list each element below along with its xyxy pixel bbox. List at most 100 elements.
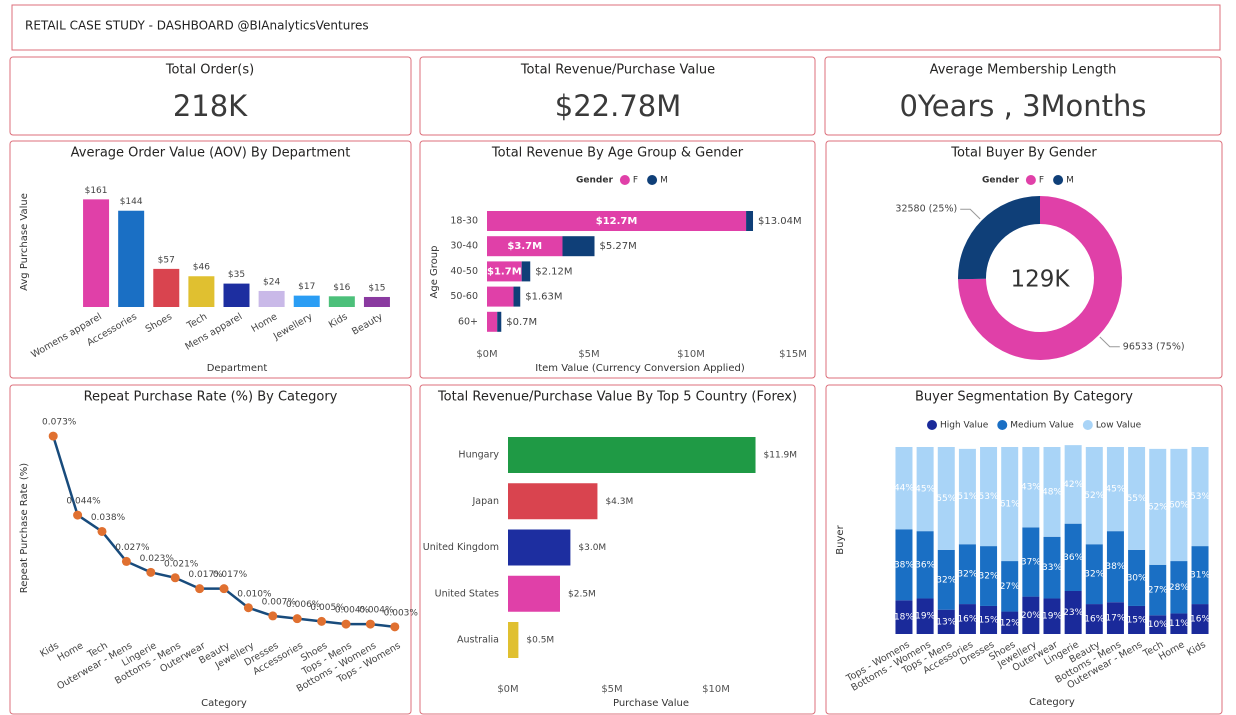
card-title: Average Membership Length (930, 63, 1117, 78)
bar-segment (1022, 596, 1040, 634)
x-tick-label: $0M (476, 349, 497, 360)
bar-segment (1043, 447, 1061, 537)
data-label: 18% (894, 613, 914, 623)
bar-segment (1191, 447, 1209, 547)
data-label: 12% (1000, 618, 1020, 628)
data-label: 15% (1127, 615, 1147, 625)
chart-title: Total Buyer By Gender (950, 146, 1097, 161)
legend-label: M (660, 176, 668, 186)
legend-title: Gender (982, 176, 1019, 186)
header-panel (11, 4, 1221, 51)
x-tick-label: $15M (779, 349, 807, 360)
legend-title: Gender (576, 176, 613, 186)
legend-swatch (1082, 420, 1093, 430)
bar-segment (1106, 531, 1124, 603)
data-label: 19% (1042, 612, 1062, 622)
bar-segment (958, 544, 976, 605)
bar-segment (1149, 448, 1167, 565)
data-label: 10% (1148, 620, 1168, 630)
bar (118, 210, 145, 307)
bar-segment (521, 261, 531, 282)
y-axis-label: Buyer (835, 524, 846, 554)
bar-segment (980, 546, 998, 606)
bar-segment (1191, 604, 1209, 634)
data-label: 0.007% (262, 597, 297, 607)
chart-panel (825, 140, 1223, 379)
data-label: 27% (1148, 586, 1168, 596)
bar (508, 622, 519, 658)
chart-panel (9, 384, 412, 715)
data-label: 11% (1169, 619, 1189, 629)
data-label: 53% (979, 492, 999, 502)
donut-slice (958, 195, 1040, 280)
x-axis-label: Item Value (Currency Conversion Applied) (535, 363, 745, 374)
marker (292, 614, 302, 624)
total-label: $2.12M (535, 266, 572, 277)
data-label: 17% (1105, 614, 1125, 624)
marker (97, 526, 107, 536)
marker (243, 603, 253, 613)
legend-swatch (1053, 175, 1064, 185)
data-label: 36% (1063, 553, 1083, 563)
leader-line (1099, 336, 1120, 348)
chart-panel (419, 140, 816, 379)
data-label: 60% (1169, 500, 1189, 510)
data-label: 0.021% (164, 559, 199, 569)
marker (195, 584, 205, 594)
data-label: 53% (1190, 492, 1210, 502)
bar-segment (487, 286, 514, 307)
legend-swatch (619, 175, 630, 185)
bar (508, 483, 598, 520)
bar-segment (1106, 602, 1124, 634)
data-label: 28% (1169, 583, 1189, 593)
bar-segment (497, 311, 502, 332)
data-label: 43% (1021, 483, 1041, 493)
legend-swatch (997, 420, 1008, 430)
data-label: 38% (1105, 562, 1125, 572)
data-label: 0.003% (384, 608, 419, 618)
data-label: 45% (1105, 485, 1125, 495)
data-label: 44% (894, 484, 914, 494)
total-label: $1.63M (525, 292, 562, 303)
data-label: 0.023% (140, 554, 175, 564)
card-value: 0Years , 3Months (899, 89, 1146, 123)
data-label: 96533 (75%) (1123, 341, 1185, 352)
bar (508, 575, 560, 612)
bar-segment (1106, 447, 1124, 532)
x-axis-label: Department (207, 363, 268, 374)
bar-segment (1128, 447, 1146, 550)
bar-segment (1043, 598, 1061, 634)
data-label: $24 (263, 277, 280, 287)
data-label: 0.004% (359, 606, 394, 616)
data-label: 0.006% (286, 600, 321, 610)
data-label: $17 (298, 282, 315, 292)
data-label: 32% (979, 572, 999, 582)
data-label: $161 (85, 186, 108, 196)
bar (293, 295, 320, 307)
data-label: 51% (957, 492, 977, 502)
data-label: $1.7M (487, 266, 522, 277)
y-axis-label: Repeat Purchase Rate (%) (19, 463, 30, 593)
bar (508, 437, 756, 473)
bar-segment (746, 211, 754, 231)
bar-segment (1128, 549, 1146, 606)
bar-segment (1085, 604, 1103, 634)
card-title: Total Order(s) (165, 63, 254, 78)
bar (258, 290, 285, 307)
bar-segment (1022, 527, 1040, 597)
bar-segment (487, 236, 563, 257)
marker (170, 573, 180, 583)
leader-line (960, 208, 981, 220)
y-tick-label: 18-30 (450, 216, 478, 227)
marker (341, 619, 351, 629)
marker (73, 510, 83, 520)
header-title: RETAIL CASE STUDY - DASHBOARD @BIAnalyti… (25, 19, 369, 33)
data-label: 32580 (25%) (895, 204, 957, 215)
data-label: 16% (957, 615, 977, 625)
bar-segment (1085, 447, 1103, 545)
data-label: 61% (1000, 500, 1020, 510)
data-label: $15 (368, 283, 385, 293)
y-tick-label: Hungary (458, 450, 499, 461)
data-label: $16 (333, 283, 350, 293)
data-label: $35 (228, 270, 245, 280)
